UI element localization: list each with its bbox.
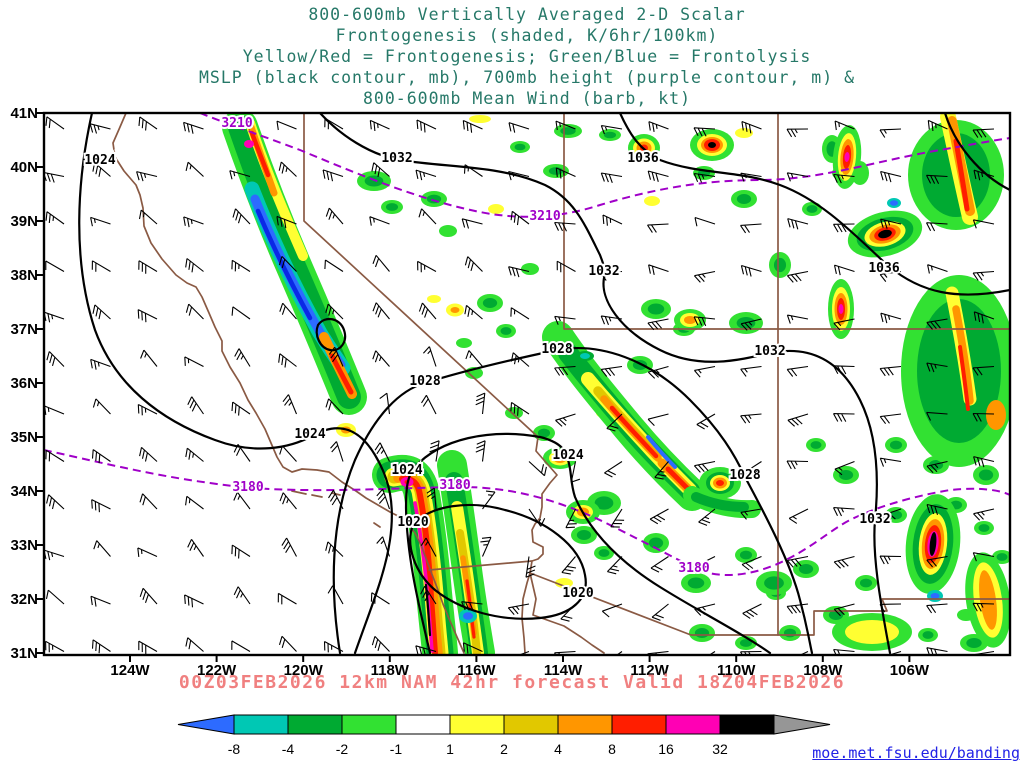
svg-text:3180: 3180 bbox=[678, 561, 709, 576]
svg-text:1020: 1020 bbox=[397, 515, 428, 530]
frontogenesis-shading bbox=[222, 113, 1010, 655]
forecast-caption: 00Z03FEB2026 12km NAM 42hr forecast Vali… bbox=[178, 672, 846, 693]
credit-link[interactable]: moe.met.fsu.edu/banding bbox=[812, 744, 1020, 762]
border-mexico-az-nm bbox=[529, 572, 1010, 636]
svg-text:1036: 1036 bbox=[868, 261, 899, 276]
svg-text:108W: 108W bbox=[803, 662, 843, 679]
mslp-contours bbox=[78, 113, 1010, 655]
svg-text:3180: 3180 bbox=[439, 478, 470, 493]
svg-text:114W: 114W bbox=[544, 662, 583, 679]
svg-text:-8: -8 bbox=[228, 741, 241, 757]
svg-text:37N: 37N bbox=[10, 321, 38, 338]
svg-text:1032: 1032 bbox=[381, 151, 412, 166]
wind-barbs bbox=[44, 116, 995, 655]
coastline bbox=[112, 113, 465, 654]
svg-text:1024: 1024 bbox=[552, 448, 583, 463]
svg-text:40N: 40N bbox=[10, 159, 38, 176]
title-block: 800-600mb Vertically Averaged 2-D Scalar… bbox=[0, 4, 1024, 109]
height-contours-700mb bbox=[44, 113, 1010, 577]
svg-text:1028: 1028 bbox=[541, 342, 572, 357]
svg-text:1028: 1028 bbox=[409, 374, 440, 389]
svg-text:3180: 3180 bbox=[232, 480, 263, 495]
svg-text:31N: 31N bbox=[10, 645, 38, 662]
svg-text:122W: 122W bbox=[197, 662, 237, 679]
svg-text:106W: 106W bbox=[890, 662, 930, 679]
colorbar: -8 -4 -2 -1 1 2 4 8 16 32 bbox=[176, 712, 836, 764]
svg-text:1036: 1036 bbox=[627, 151, 658, 166]
svg-text:110W: 110W bbox=[717, 662, 756, 679]
svg-text:32N: 32N bbox=[10, 591, 38, 608]
svg-text:8: 8 bbox=[608, 741, 616, 757]
svg-text:124W: 124W bbox=[110, 662, 150, 679]
svg-text:1: 1 bbox=[446, 741, 454, 757]
gulf-of-california bbox=[521, 572, 605, 654]
axis-labels: 41N 40N 39N 38N 37N 36N 35N 34N 33N 32N 31N 124W 122… bbox=[10, 105, 929, 679]
svg-text:1028: 1028 bbox=[729, 468, 760, 483]
svg-text:-1: -1 bbox=[390, 741, 403, 757]
svg-text:3210: 3210 bbox=[529, 209, 560, 224]
svg-text:34N: 34N bbox=[10, 483, 38, 500]
svg-text:-2: -2 bbox=[336, 741, 349, 757]
title-line-2: Frontogenesis (shaded, K/6hr/100km) bbox=[335, 26, 719, 45]
svg-text:36N: 36N bbox=[10, 375, 38, 392]
title-line-5: 800-600mb Mean Wind (barb, kt) bbox=[362, 89, 691, 108]
svg-text:1024: 1024 bbox=[294, 427, 325, 442]
border-nv-ut-37n bbox=[563, 113, 1010, 636]
svg-text:1024: 1024 bbox=[391, 463, 422, 478]
colorbar-svg: -8 -4 -2 -1 1 2 4 8 16 32 bbox=[177, 714, 831, 757]
border-mexico-west bbox=[428, 560, 533, 571]
svg-text:33N: 33N bbox=[10, 537, 38, 554]
svg-text:120W: 120W bbox=[284, 662, 324, 679]
svg-text:16: 16 bbox=[658, 741, 674, 757]
svg-text:-4: -4 bbox=[282, 741, 295, 757]
svg-text:1032: 1032 bbox=[859, 512, 890, 527]
svg-text:39N: 39N bbox=[10, 213, 38, 230]
svg-text:112W: 112W bbox=[630, 662, 669, 679]
title-line-4: MSLP (black contour, mb), 700mb height (… bbox=[198, 68, 856, 87]
svg-text:1032: 1032 bbox=[754, 344, 785, 359]
svg-text:38N: 38N bbox=[10, 267, 38, 284]
contour-labels: 1024 1032 1036 3210 3210 1032 1036 1028 1032 1028… bbox=[82, 114, 901, 603]
svg-text:41N: 41N bbox=[10, 105, 38, 122]
svg-text:32: 32 bbox=[712, 741, 728, 757]
state-borders bbox=[112, 113, 1010, 654]
title-line-3: Yellow/Red = Frontogenesis; Green/Blue =… bbox=[242, 47, 812, 66]
axis-ticks bbox=[36, 112, 911, 662]
svg-text:116W: 116W bbox=[457, 662, 496, 679]
svg-text:3210: 3210 bbox=[221, 116, 252, 131]
border-ca-nv-river bbox=[303, 113, 558, 574]
svg-text:1020: 1020 bbox=[562, 586, 593, 601]
channel-islands bbox=[291, 490, 381, 528]
svg-text:2: 2 bbox=[500, 741, 508, 757]
svg-text:1032: 1032 bbox=[588, 264, 619, 279]
svg-text:118W: 118W bbox=[371, 662, 410, 679]
svg-text:4: 4 bbox=[554, 741, 562, 757]
svg-text:1024: 1024 bbox=[84, 153, 115, 168]
title-line-1: 800-600mb Vertically Averaged 2-D Scalar bbox=[308, 5, 746, 24]
svg-text:35N: 35N bbox=[10, 429, 38, 446]
